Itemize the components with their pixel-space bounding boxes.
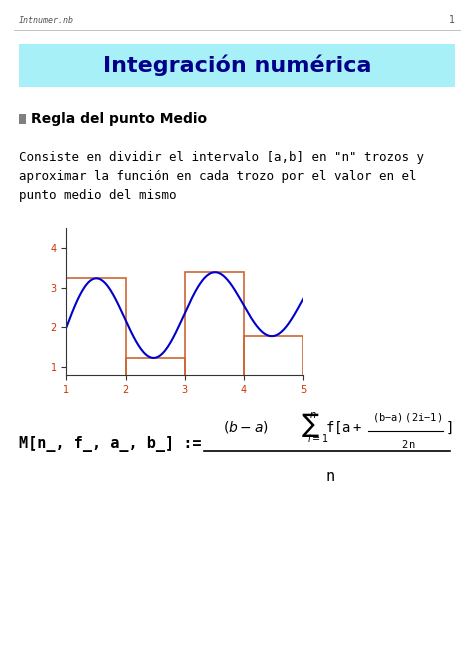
Text: $(b - a)$: $(b - a)$ [223,419,269,436]
Text: $\mathtt{n}$: $\mathtt{n}$ [325,469,335,484]
FancyBboxPatch shape [19,44,455,87]
Bar [19,114,26,124]
Text: $\mathtt{(b{-}a)\,(2i{-}1)}$: $\mathtt{(b{-}a)\,(2i{-}1)}$ [372,411,442,424]
Text: Consiste en dividir el intervalo [a,b] en "n" trozos y
aproximar la función en c: Consiste en dividir el intervalo [a,b] e… [19,151,424,202]
Text: Regla del punto Medio: Regla del punto Medio [31,112,207,125]
Text: Intnumer.nb: Intnumer.nb [19,17,74,25]
Text: $\sum$: $\sum$ [301,411,319,440]
Text: Integración numérica: Integración numérica [103,54,371,76]
Text: $\mathtt{f[a+}$: $\mathtt{f[a+}$ [325,419,362,436]
Bar [66,278,126,407]
Bar [185,272,244,407]
Text: $n$: $n$ [309,409,317,419]
Text: $\mathtt{]}$: $\mathtt{]}$ [445,419,452,436]
Bar [126,358,185,407]
Text: $\mathtt{2\,n}$: $\mathtt{2\,n}$ [401,438,416,450]
Bar [244,336,303,407]
Text: 1: 1 [449,15,455,25]
Text: M[n_, f_, a_, b_] :=: M[n_, f_, a_, b_] := [19,436,201,452]
Text: $i=1$: $i=1$ [307,432,328,444]
